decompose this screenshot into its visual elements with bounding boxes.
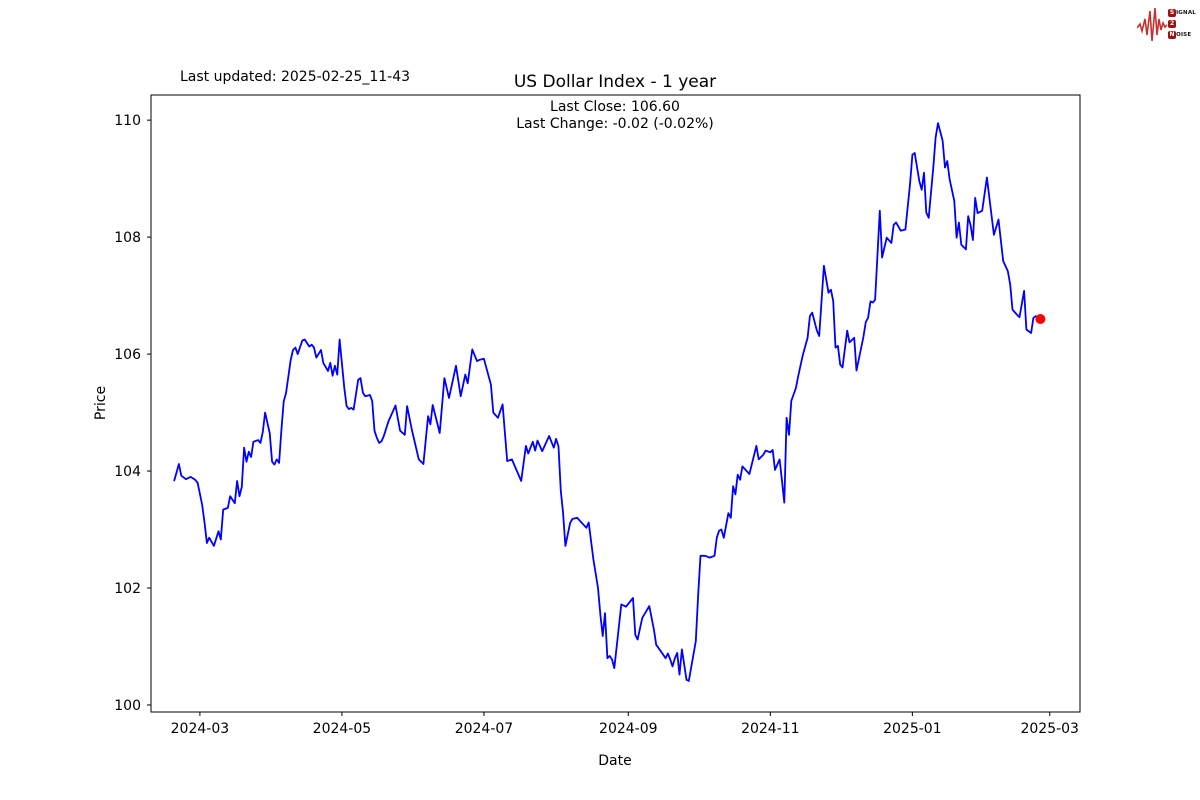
price-line xyxy=(173,122,1042,682)
y-axis-label: Price xyxy=(93,385,109,421)
waveform-icon xyxy=(1137,7,1168,42)
x-tick-label: 2024-03 xyxy=(171,721,230,737)
y-tick-label: 108 xyxy=(114,230,141,246)
x-tick-label: 2024-07 xyxy=(455,721,514,737)
y-tick-label: 106 xyxy=(114,347,141,363)
y-tick-label: 110 xyxy=(114,113,141,129)
logo-letter-2: 2 xyxy=(1168,20,1177,28)
logo-word-signal: IGNAL xyxy=(1176,10,1196,16)
y-tick-label: 100 xyxy=(114,698,141,714)
logo-letter-n: N xyxy=(1168,31,1177,39)
x-tick-label: 2025-01 xyxy=(883,721,942,737)
last-change-text: Last Change: -0.02 (-0.02%) xyxy=(516,116,714,132)
logo-word-noise: OISE xyxy=(1176,32,1192,38)
last-close-text: Last Close: 106.60 xyxy=(550,99,680,115)
plot-border xyxy=(150,94,1081,713)
x-axis-label: Date xyxy=(598,753,632,769)
logo-text: S IGNAL 2 N OISE xyxy=(1168,8,1196,40)
x-tick-label: 2024-09 xyxy=(599,721,658,737)
logo-letter-s: S xyxy=(1168,9,1177,17)
logo-signal2noise: S IGNAL 2 N OISE xyxy=(1137,5,1196,43)
x-tick-label: 2024-05 xyxy=(313,721,372,737)
last-updated-text: Last updated: 2025-02-25_11-43 xyxy=(180,69,411,85)
y-tick-label: 104 xyxy=(114,464,141,480)
x-tick-label: 2025-03 xyxy=(1020,721,1079,737)
last-close-dot xyxy=(1035,313,1046,324)
chart-title: US Dollar Index - 1 year xyxy=(513,72,717,92)
x-tick-label: 2024-11 xyxy=(741,721,800,737)
y-tick-label: 102 xyxy=(114,581,141,597)
